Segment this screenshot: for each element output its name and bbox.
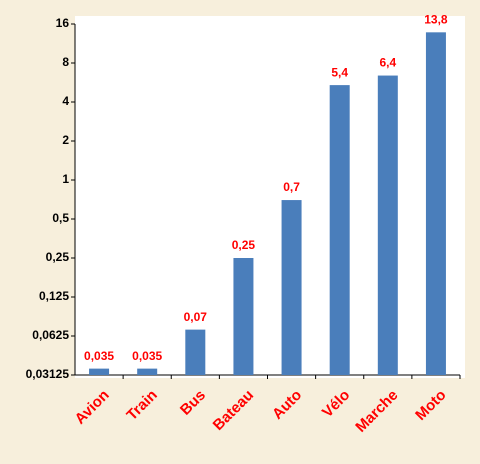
bar: [281, 200, 302, 375]
y-tick-label: 4: [62, 94, 69, 108]
value-label: 0,7: [283, 180, 300, 194]
y-tick-label: 0,25: [46, 250, 70, 264]
value-label: 5,4: [331, 65, 348, 79]
bar: [185, 329, 206, 375]
value-label: 0,25: [232, 238, 256, 252]
y-tick-label: 0,125: [39, 289, 69, 303]
y-tick-label: 0,0625: [32, 328, 69, 342]
bar: [89, 368, 110, 375]
bar: [377, 75, 398, 375]
value-label: 0,07: [184, 310, 208, 324]
bar: [137, 368, 158, 375]
y-tick-label: 0,03125: [26, 367, 70, 381]
bar: [329, 85, 350, 375]
bar: [233, 258, 254, 375]
y-tick-label: 16: [56, 16, 70, 30]
value-label: 0,035: [84, 349, 114, 363]
value-label: 0,035: [132, 349, 162, 363]
y-tick-label: 8: [62, 55, 69, 69]
bar: [425, 32, 446, 375]
plot-area: [75, 16, 465, 378]
value-label: 6,4: [379, 56, 396, 70]
y-tick-label: 2: [62, 133, 69, 147]
y-tick-label: 1: [62, 172, 69, 186]
y-tick-label: 0,5: [52, 211, 69, 225]
value-label: 13,8: [424, 12, 448, 26]
